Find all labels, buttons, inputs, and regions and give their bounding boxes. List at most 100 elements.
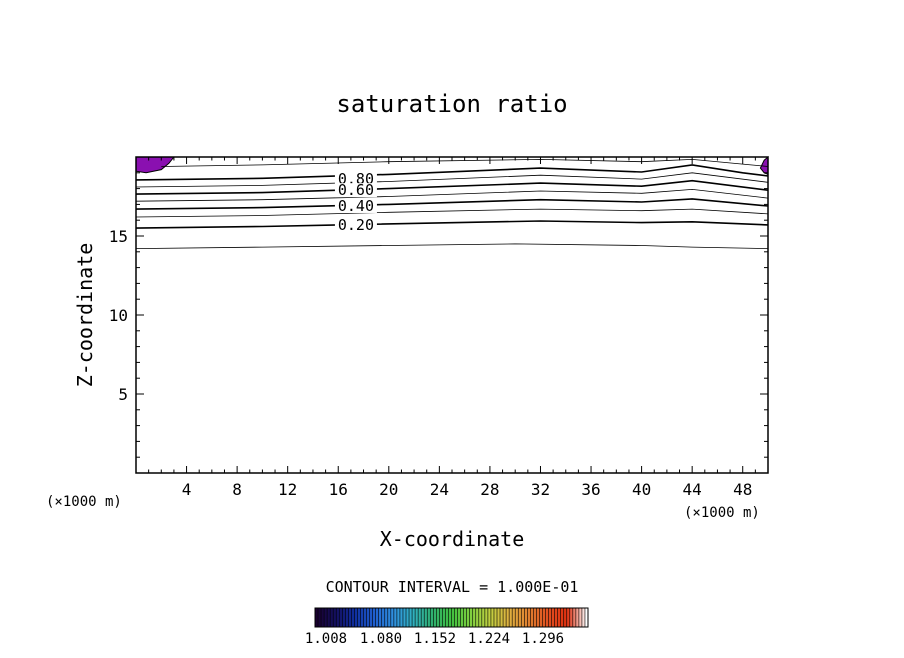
colorbar-strip [436,608,440,627]
chart-title: saturation ratio [336,90,567,118]
colorbar-strip [363,608,367,627]
contour-label-bg [334,198,377,213]
colorbar-strip [351,608,355,627]
colorbar-strip [384,608,389,627]
contour-line-0.5 [135,188,769,202]
contour-line-0.3 [135,208,769,218]
colorbar-strip [563,608,568,627]
colorbar-strip [454,608,458,627]
contour-line-0.1 [135,243,769,249]
colorbar-strip [575,608,580,627]
colorbar-strip [430,608,434,627]
colorbar-strip [427,608,431,627]
colorbar-strip [393,608,398,627]
plot-frame [135,156,769,474]
colorbar-strip [406,608,410,627]
colorbar-strip [424,608,428,627]
x-tick-label: 36 [581,480,600,499]
x-tick-label: 40 [632,480,651,499]
colorbar-strip [378,608,383,627]
colorbar-strip [515,608,519,627]
colorbar-strip [402,608,407,627]
colorbar-strip [503,608,507,627]
contour-label: 0.20 [338,216,374,234]
colorbar-strip [327,608,331,627]
colorbar-strip [542,608,546,627]
colorbar-strip [578,608,583,627]
colorbar-strip [315,608,319,627]
colorbar-strip [381,608,386,627]
colorbar-tick-label: 1.008 [305,631,347,647]
contour-line-0.6 [135,179,769,195]
colorbar-strip [318,608,322,627]
colorbar-strip [369,608,373,627]
colorbar-strip [554,608,558,627]
colorbar-strip [399,608,404,627]
colorbar-strip [439,608,443,627]
colorbar-strip [387,608,392,627]
plot-area: 0.800.600.400.20 4 8 12 16 20 24 28 32 36 40 44 485… [109,155,769,499]
contour-label-bg [334,172,377,187]
contour-interval: CONTOUR INTERVAL = 1.000E-01 [326,578,579,596]
colorbar-strip [527,608,531,627]
contour-line-0.4 [135,198,769,210]
colorbar-strip [521,608,525,627]
colorbar-strip [536,608,540,627]
x-unit-right: (×1000 m) [684,505,760,521]
colorbar-strip [372,608,376,627]
colorbar-strip [490,608,495,627]
x-tick-label: 16 [329,480,348,499]
colorbar-strip [390,608,395,627]
colorbar-strip [584,608,589,627]
colorbar-strip [418,608,422,627]
contour-label-bg [334,217,377,232]
colorbar-strip [433,608,437,627]
x-tick-label: 20 [379,480,398,499]
x-tick-label: 44 [683,480,702,499]
colorbar-strip [330,608,334,627]
x-axis-label: X-coordinate [380,527,525,551]
colorbar-strip [466,608,470,627]
contour-line-0.2 [135,220,769,229]
colorbar-strip [569,608,574,627]
colorbar-strip [560,608,565,627]
contour-label-bg [334,183,377,198]
colorbar-strip [518,608,522,627]
colorbar-strip [551,608,555,627]
colorbar-strip [348,608,352,627]
colorbar-frame [314,607,589,628]
colorbar-strip [342,608,346,627]
colorbar-strip [421,608,425,627]
x-tick-label: 32 [531,480,550,499]
colorbar-strip [354,608,358,627]
colorbar-strip [533,608,537,627]
x-unit-left: (×1000 m) [46,494,122,510]
colorbar-strip [506,608,510,627]
filled-region-0 [135,156,175,174]
colorbar-tick-label: 1.152 [414,631,456,647]
colorbar-strip [484,608,489,627]
contour-line-0.7 [135,172,769,188]
x-tick-label: 24 [430,480,449,499]
colorbar-strip [321,608,325,627]
contour-line-0.8 [135,164,769,181]
colorbar-strip [415,608,419,627]
y-tick-label: 5 [118,385,128,404]
colorbar-strip [448,608,452,627]
colorbar-strip [357,608,361,627]
colorbar-strip [493,608,498,627]
colorbar-strip [581,608,586,627]
colorbar-strip [463,608,467,627]
y-tick-label: 15 [109,227,128,246]
colorbar-strip [512,608,516,627]
x-tick-label: 8 [232,480,242,499]
colorbar-strip [497,608,501,627]
x-tick-label: 48 [733,480,752,499]
colorbar-strip [475,608,480,627]
colorbar-strip [339,608,343,627]
colorbar-strip [509,608,513,627]
colorbar-strip [442,608,446,627]
colorbar-strip [460,608,464,627]
colorbar-tick-label: 1.224 [468,631,510,647]
